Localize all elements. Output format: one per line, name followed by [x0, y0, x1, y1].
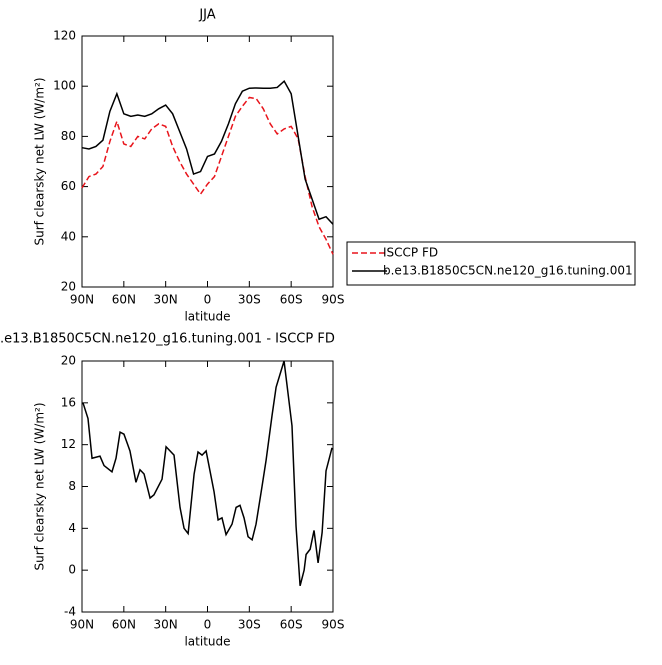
x-tick-label: 60N — [112, 618, 136, 632]
y-tick-label: 80 — [61, 129, 76, 143]
x-tick-label: 0 — [204, 293, 212, 307]
data-line — [81, 79, 334, 225]
y-tick-label: 120 — [53, 29, 76, 43]
data-line — [82, 360, 333, 587]
x-tick-label: 30S — [238, 293, 261, 307]
y-tick-label: 8 — [68, 479, 76, 493]
x-tick-label: 90S — [322, 618, 345, 632]
y-tick-label: 60 — [61, 179, 76, 193]
legend-box — [346, 241, 636, 286]
y-tick-label: 20 — [61, 280, 76, 294]
x-axis-label: latitude — [184, 310, 230, 324]
data-line — [81, 96, 334, 255]
x-tick-label: 90N — [70, 293, 94, 307]
y-tick-label: 100 — [53, 79, 76, 93]
chart-title: .e13.B1850C5CN.ne120_g16.tuning.001 - IS… — [0, 332, 335, 347]
y-tick-label: 16 — [61, 395, 76, 409]
y-tick-label: 12 — [61, 437, 76, 451]
x-tick-label: 0 — [204, 618, 212, 632]
y-axis-label: Surf clearsky net LW (W/m²) — [33, 402, 47, 570]
x-axis-label: latitude — [184, 635, 230, 649]
legend-label: ISCCP FD — [383, 246, 438, 260]
y-tick-label: 20 — [61, 354, 76, 368]
x-tick-label: 60S — [280, 618, 303, 632]
plot-frame — [81, 360, 334, 613]
y-tick-label: 4 — [68, 521, 76, 535]
x-tick-label: 30N — [154, 293, 178, 307]
y-tick-label: 40 — [61, 229, 76, 243]
y-axis-label: Surf clearsky net LW (W/m²) — [33, 77, 47, 245]
x-tick-label: 30S — [238, 618, 261, 632]
x-tick-label: 60S — [280, 293, 303, 307]
x-tick-label: 90S — [322, 293, 345, 307]
y-tick-label: 0 — [68, 563, 76, 577]
chart-title: JJA — [198, 8, 215, 23]
y-tick-label: -4 — [64, 605, 76, 619]
x-tick-label: 60N — [112, 293, 136, 307]
legend-label: b.e13.B1850C5CN.ne120_g16.tuning.001 — [383, 264, 633, 278]
x-tick-label: 90N — [70, 618, 94, 632]
plot-frame — [81, 35, 334, 288]
x-tick-label: 30N — [154, 618, 178, 632]
